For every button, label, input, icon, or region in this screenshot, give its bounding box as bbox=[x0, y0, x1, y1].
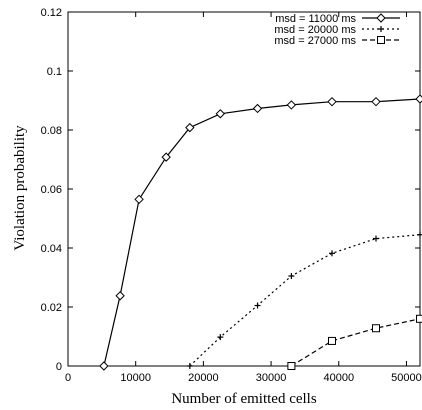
data-point-marker bbox=[372, 324, 380, 333]
data-point-marker bbox=[371, 96, 381, 107]
data-point-marker bbox=[329, 250, 335, 257]
axis-ticks bbox=[67, 11, 420, 367]
data-point-marker bbox=[134, 194, 144, 205]
series-1 bbox=[99, 94, 422, 371]
series-line bbox=[291, 318, 421, 367]
x-tick-label: 30000 bbox=[256, 372, 287, 384]
data-point-marker bbox=[416, 314, 422, 323]
legend-entry: msd = 20000 ms bbox=[274, 24, 400, 36]
data-point-marker bbox=[328, 336, 336, 345]
data-point-marker bbox=[287, 362, 296, 370]
data-point-marker bbox=[254, 302, 261, 309]
x-tick-label: 20000 bbox=[188, 372, 219, 384]
data-point-marker bbox=[185, 122, 195, 133]
axis-tick-labels: 0 10000 20000 30000 40000 50000 0 0.02 0.04 0.06 0… bbox=[41, 7, 422, 384]
data-point-marker bbox=[215, 109, 226, 119]
data-point-marker bbox=[186, 363, 193, 369]
legend-marker bbox=[376, 13, 386, 23]
x-axis-title: Number of emitted cells bbox=[171, 391, 317, 407]
plot-frame bbox=[67, 11, 421, 367]
legend-label: msd = 11000 ms bbox=[275, 13, 356, 25]
x-tick-label: 40000 bbox=[323, 372, 354, 384]
series-3 bbox=[287, 314, 422, 370]
axes bbox=[67, 11, 421, 367]
y-axis-title: Violation probability bbox=[12, 125, 28, 251]
x-tick-label: 10000 bbox=[120, 372, 151, 384]
y-tick-label: 0.12 bbox=[41, 7, 62, 19]
x-tick-label: 50000 bbox=[391, 372, 422, 384]
series-line bbox=[189, 234, 421, 367]
data-point-marker bbox=[286, 100, 297, 110]
data-point-marker bbox=[327, 96, 337, 107]
data-point-marker bbox=[288, 273, 295, 280]
legend-entry: msd = 27000 ms bbox=[274, 35, 400, 47]
data-point-marker bbox=[115, 291, 125, 301]
data-series bbox=[99, 94, 422, 371]
legend-label: msd = 27000 ms bbox=[274, 35, 356, 47]
data-point-marker bbox=[99, 361, 109, 371]
y-tick-label: 0.08 bbox=[41, 125, 62, 137]
y-tick-label: 0.04 bbox=[41, 243, 62, 255]
data-point-marker bbox=[373, 235, 379, 242]
x-tick-label: 0 bbox=[65, 372, 71, 384]
legend-marker bbox=[377, 36, 385, 44]
legend-marker bbox=[378, 26, 384, 32]
legend-entry: msd = 11000 ms bbox=[275, 13, 400, 25]
data-point-marker bbox=[415, 94, 422, 104]
y-tick-label: 0.1 bbox=[47, 66, 62, 78]
data-point-marker bbox=[417, 231, 422, 238]
data-point-marker bbox=[217, 334, 224, 341]
series-2 bbox=[186, 231, 422, 369]
y-tick-label: 0.06 bbox=[41, 184, 62, 196]
y-tick-label: 0 bbox=[56, 361, 62, 373]
y-tick-label: 0.02 bbox=[41, 302, 62, 314]
data-point-marker bbox=[252, 103, 263, 114]
data-point-marker bbox=[161, 152, 171, 162]
legend-label: msd = 20000 ms bbox=[274, 24, 356, 36]
